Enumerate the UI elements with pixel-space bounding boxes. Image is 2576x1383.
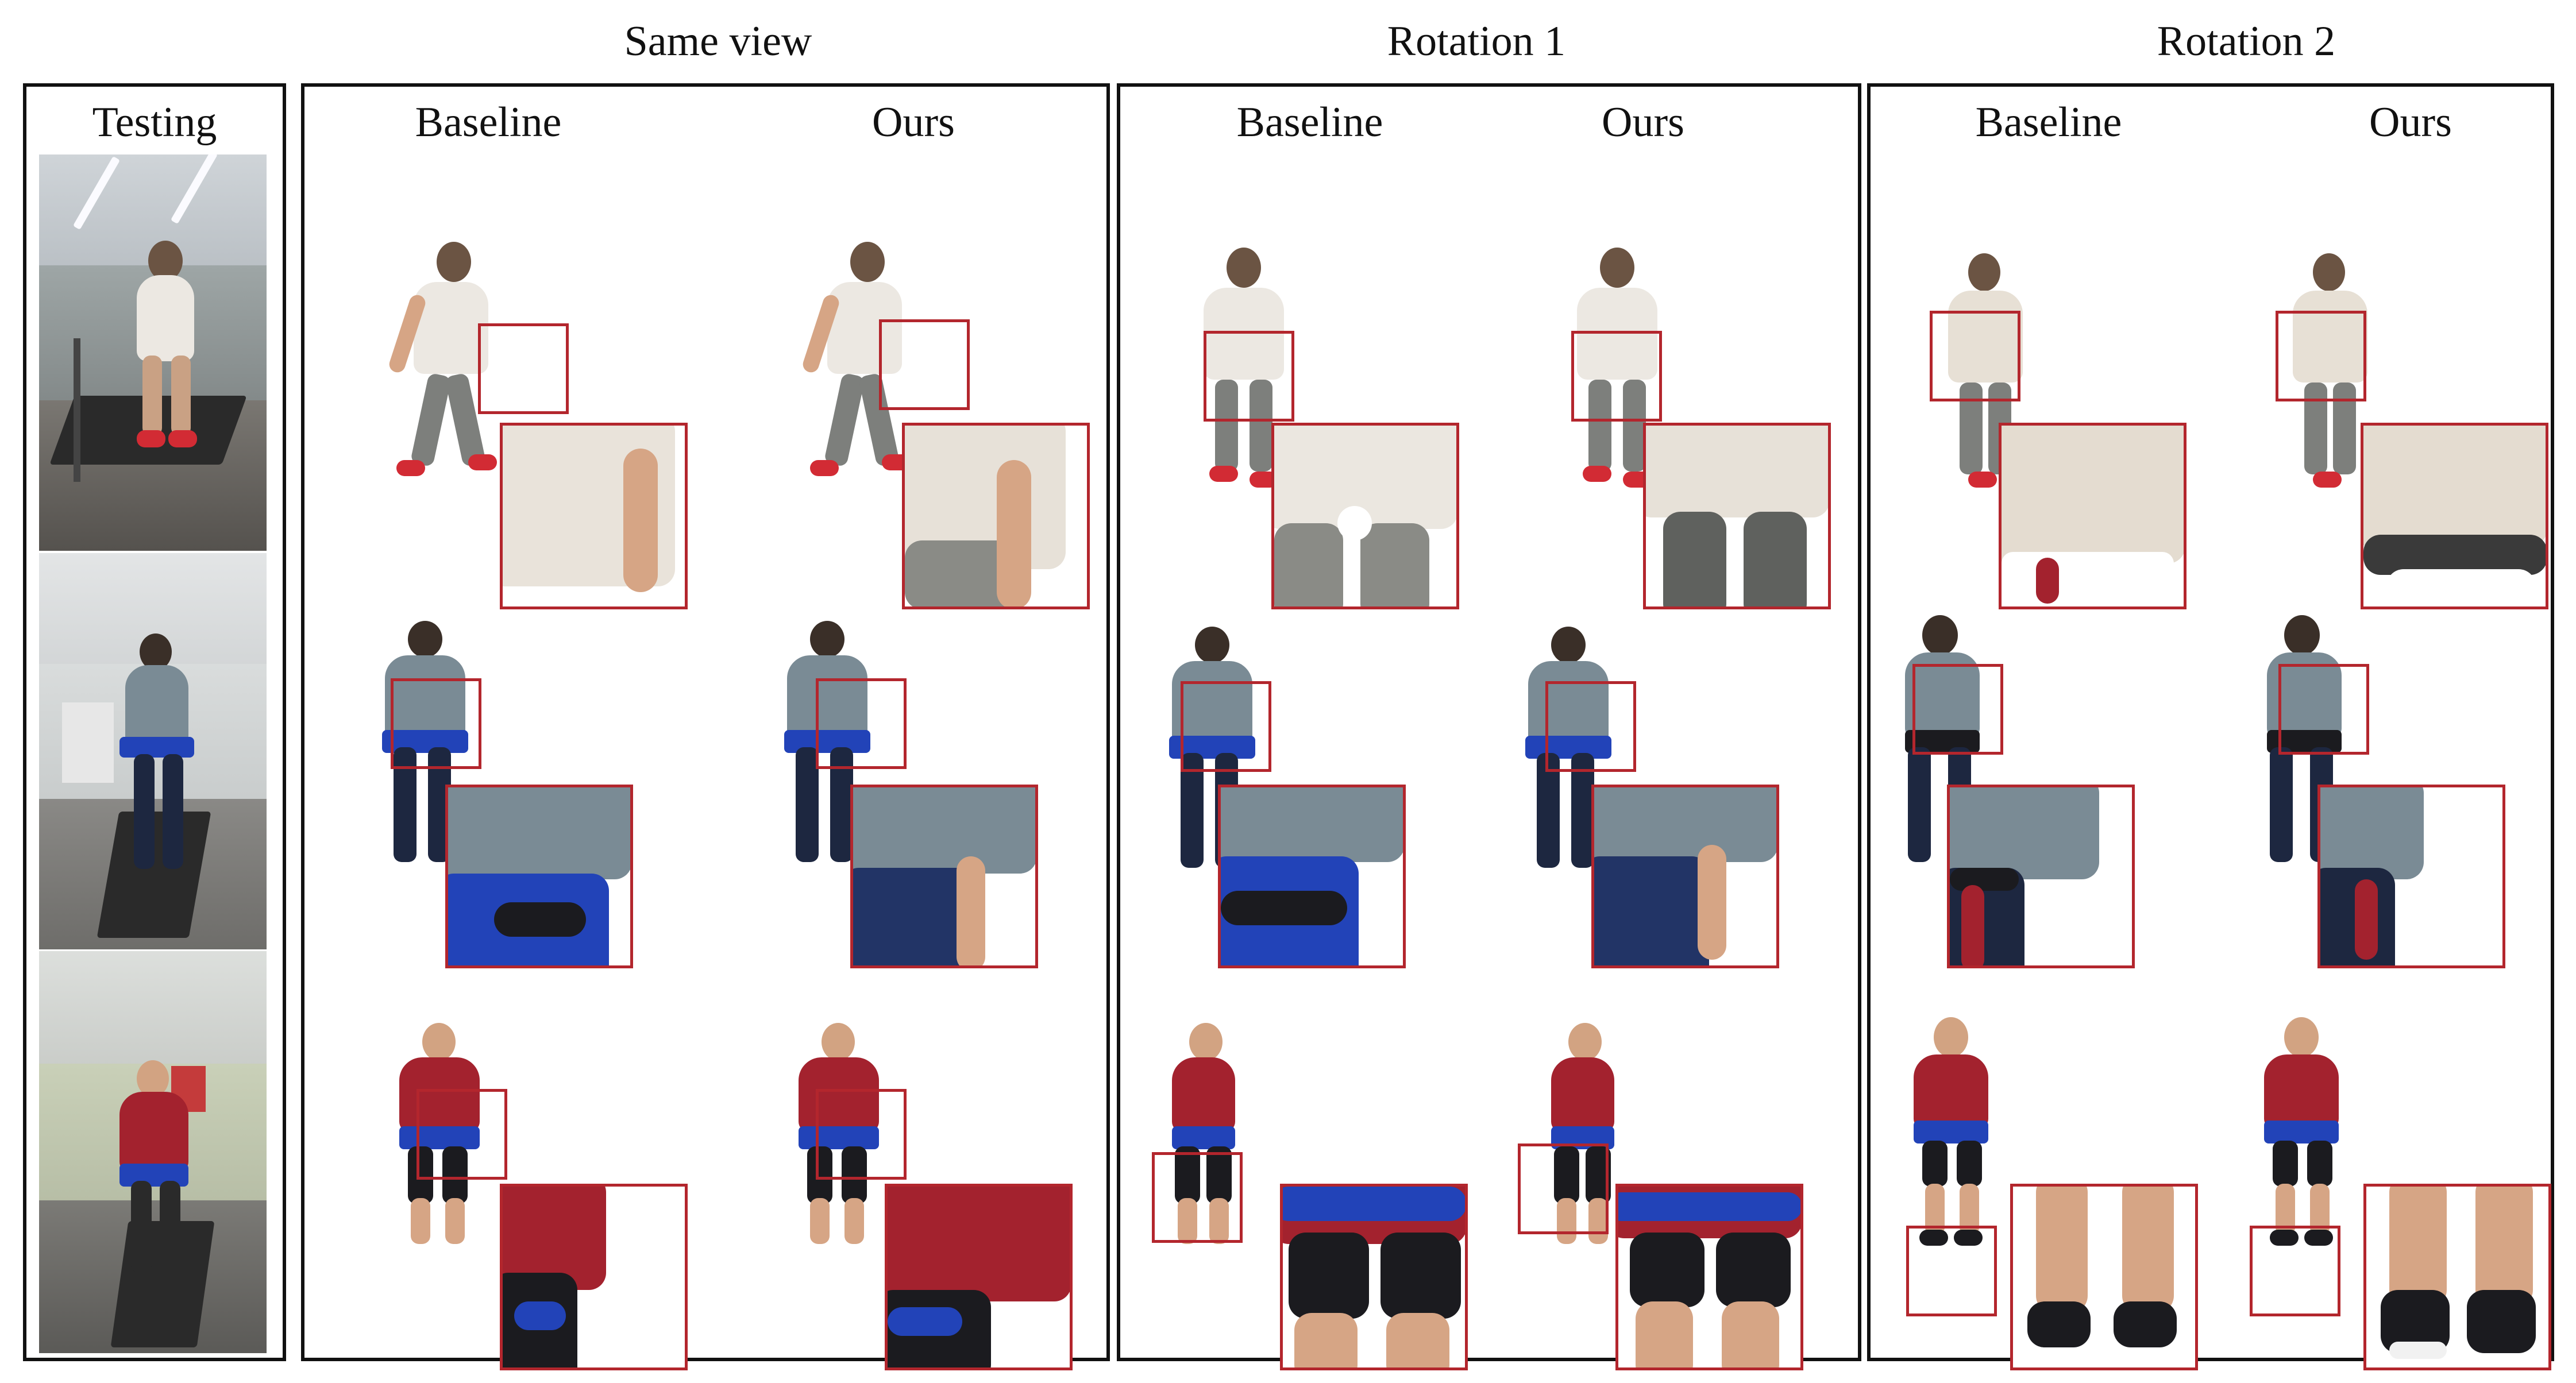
same-view-baseline-row2-inset [445, 785, 633, 968]
rotation-2-ours-row2-zoom-box [2278, 664, 2369, 755]
rotation-1-ours-label: Ours [1602, 99, 1684, 146]
same-view-ours-label: Ours [872, 99, 955, 146]
rotation-1-baseline-row1-zoom-box [1204, 331, 1294, 422]
rotation-1-ours-row1-zoom-box [1571, 331, 1662, 422]
rotation-1-baseline-row3-zoom-box [1152, 1152, 1243, 1243]
rotation-1-ours-row1-inset [1643, 423, 1831, 609]
same-view-baseline-label: Baseline [415, 99, 562, 146]
testing-title: Testing [92, 99, 217, 146]
header-rotation-2: Rotation 2 [2157, 18, 2336, 65]
rotation-1-baseline-row1-inset [1271, 423, 1459, 609]
rotation-2-baseline-row3-zoom-box [1906, 1226, 1997, 1316]
rotation-2-ours-row3-zoom-box [2250, 1226, 2340, 1316]
rotation-2-baseline-row2-inset [1947, 785, 2135, 968]
rotation-2-panel: Baseline Ours [1867, 83, 2554, 1370]
same-view-ours-row3-inset [885, 1184, 1073, 1370]
same-view-ours-row1-inset [902, 423, 1090, 609]
same-view-baseline-row2-zoom-box [391, 678, 481, 769]
same-view-ours-row3-zoom-box [816, 1089, 907, 1180]
rotation-2-ours-row2-inset [2317, 785, 2505, 968]
rotation-2-baseline-row1-inset [1999, 423, 2186, 609]
same-view-panel: Baseline Ours [301, 83, 1110, 1370]
rotation-1-ours-row2-zoom-box [1545, 681, 1636, 772]
rotation-1-baseline-row2-inset [1218, 785, 1406, 968]
rotation-2-ours-label: Ours [2369, 99, 2452, 146]
same-view-ours-row2-zoom-box [816, 678, 907, 769]
rotation-1-panel: Baseline Ours [1117, 83, 1861, 1370]
rotation-2-baseline-row2-zoom-box [1912, 664, 2003, 755]
rotation-1-ours-row3-inset [1615, 1184, 1803, 1370]
header-same-view: Same view [624, 18, 812, 65]
same-view-baseline-row3-inset [500, 1184, 688, 1370]
rotation-1-baseline-row3-inset [1280, 1184, 1468, 1370]
same-view-ours-row2-inset [850, 785, 1038, 968]
testing-photo-3 [39, 951, 267, 1353]
rotation-2-baseline-row3-inset [2010, 1184, 2198, 1370]
same-view-baseline-row1-inset [500, 423, 688, 609]
same-view-ours-row1-zoom-box [879, 319, 970, 410]
rotation-1-baseline-label: Baseline [1236, 99, 1383, 146]
rotation-2-ours-row1-inset [2361, 423, 2548, 609]
same-view-baseline-row3-zoom-box [417, 1089, 507, 1180]
same-view-baseline-row1-zoom-box [478, 323, 569, 414]
rotation-2-ours-row1-zoom-box [2276, 311, 2366, 401]
rotation-1-ours-row2-inset [1591, 785, 1779, 968]
rotation-2-baseline-label: Baseline [1975, 99, 2122, 146]
header-rotation-1: Rotation 1 [1387, 18, 1566, 65]
rotation-2-ours-row3-inset [2363, 1184, 2551, 1370]
rotation-1-baseline-row2-zoom-box [1181, 681, 1271, 772]
testing-panel: Testing [23, 83, 286, 1361]
rotation-1-ours-row3-zoom-box [1518, 1144, 1609, 1234]
testing-photo-1 [39, 154, 267, 551]
testing-photo-2 [39, 553, 267, 949]
rotation-2-baseline-row1-zoom-box [1930, 311, 2020, 401]
